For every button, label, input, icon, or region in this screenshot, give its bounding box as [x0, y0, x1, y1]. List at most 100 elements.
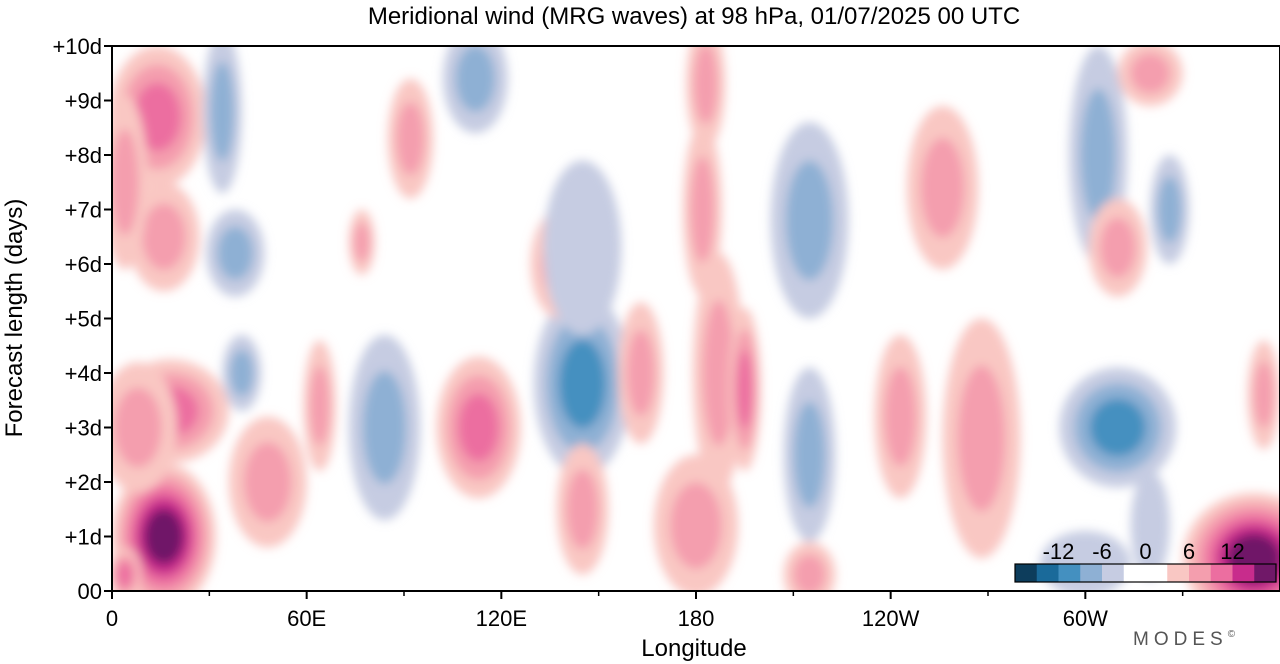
x-axis-label: Longitude — [641, 635, 746, 662]
contour-feature — [387, 78, 434, 199]
contour-level — [785, 160, 834, 281]
contour-feature — [206, 209, 265, 297]
contour-level — [1080, 88, 1117, 222]
y-axis-label: Forecast length (days) — [1, 199, 28, 438]
contour-feature — [942, 318, 1021, 559]
contour-level — [217, 226, 254, 280]
y-tick-label: 00 — [78, 579, 102, 604]
x-tick-label: 180 — [678, 606, 715, 631]
contour-level — [362, 370, 407, 485]
branding-logo: MODES© — [1133, 629, 1240, 650]
contour-level — [957, 365, 1006, 512]
contour-feature — [906, 105, 979, 270]
colorbar-swatch — [1102, 564, 1125, 582]
contour-feature — [112, 46, 207, 188]
y-tick-label: +7d — [65, 198, 102, 223]
contour-level — [229, 349, 254, 397]
colorbar-label: 0 — [1139, 539, 1151, 564]
contour-level — [455, 46, 496, 112]
colorbar-frame — [1014, 563, 1277, 583]
contour-feature — [618, 302, 664, 444]
contour-feature — [348, 209, 375, 275]
branding-text: MODES — [1133, 629, 1228, 650]
contour-field — [112, 46, 1280, 591]
contour-feature — [436, 356, 521, 499]
contour-level — [793, 401, 826, 508]
colorbar-swatch — [1167, 564, 1190, 582]
contour-level — [543, 160, 622, 335]
y-tick-label: +2d — [65, 470, 102, 495]
x-tick-label: 120E — [476, 606, 527, 631]
contour-feature — [556, 443, 609, 575]
contour-level — [736, 350, 753, 429]
contour-level — [117, 561, 133, 588]
contour-level — [243, 442, 292, 522]
contour-level — [112, 129, 139, 236]
x-tick-label: 60E — [287, 606, 326, 631]
contour-feature — [1150, 155, 1190, 264]
colorbar-label: -12 — [1043, 539, 1075, 564]
contour-level — [626, 329, 655, 417]
y-tick-label: +4d — [65, 361, 102, 386]
branding-mark: © — [1228, 629, 1240, 640]
contour-level — [559, 339, 606, 429]
y-tick-label: +6d — [65, 252, 102, 277]
contour-level — [210, 61, 235, 162]
contour-feature — [228, 416, 307, 548]
y-axis: 00 +1d +2d +3d +4d +5d +6d +7d +8d +9d +10d — [52, 34, 112, 604]
contour-feature — [686, 46, 726, 150]
colorbar-swatch — [1189, 564, 1212, 582]
contour-feature — [1247, 340, 1280, 450]
contour-level — [396, 102, 425, 176]
y-tick-label: +9d — [65, 89, 102, 114]
contour-level — [884, 366, 917, 467]
contour-feature — [112, 547, 142, 591]
contour-feature — [783, 541, 836, 591]
x-axis: 0 60E 120E 180 120W 60W — [106, 591, 1184, 631]
colorbar-label: 12 — [1220, 539, 1244, 564]
contour-level — [690, 156, 715, 263]
contour-level — [353, 222, 370, 263]
contour-level — [114, 387, 162, 468]
contour-level — [144, 508, 184, 565]
contour-feature — [1117, 46, 1183, 106]
contour-level — [1099, 217, 1136, 278]
contour-feature — [112, 95, 148, 270]
contour-level — [1130, 471, 1170, 581]
contour-feature — [303, 340, 336, 472]
colorbar-swatch — [1015, 564, 1038, 582]
contour-feature — [442, 46, 508, 134]
contour-level — [1130, 53, 1171, 94]
x-tick-label: 60W — [1063, 606, 1108, 631]
contour-level — [566, 469, 599, 550]
contour-feature — [348, 334, 421, 521]
contour-feature — [683, 122, 722, 297]
colorbar-label: 6 — [1183, 539, 1195, 564]
colorbar-swatch — [1036, 564, 1059, 582]
contour-feature — [728, 307, 761, 472]
contour-level — [1253, 361, 1274, 429]
contour-level — [134, 82, 181, 151]
colorbar-swatch — [1145, 564, 1168, 582]
contour-feature — [222, 334, 262, 412]
colorbar-label: -6 — [1092, 539, 1112, 564]
contour-level — [458, 393, 499, 462]
contour-feature — [1059, 367, 1177, 488]
y-tick-label: +1d — [65, 525, 102, 550]
chart-title: Meridional wind (MRG waves) at 98 hPa, 0… — [368, 3, 1020, 30]
contour-feature — [770, 122, 849, 319]
contour-feature — [543, 160, 622, 335]
contour-level — [1157, 176, 1182, 243]
contour-level — [920, 137, 965, 238]
contour-level — [693, 46, 718, 125]
contour-level — [309, 365, 330, 446]
contour-level — [142, 203, 186, 270]
y-tick-label: +3d — [65, 416, 102, 441]
plot-area — [112, 46, 1280, 591]
y-tick-label: +5d — [65, 307, 102, 332]
contour-level — [1089, 398, 1146, 457]
contour-feature — [112, 362, 177, 493]
contour-feature — [202, 46, 242, 194]
contour-feature — [1088, 198, 1147, 297]
